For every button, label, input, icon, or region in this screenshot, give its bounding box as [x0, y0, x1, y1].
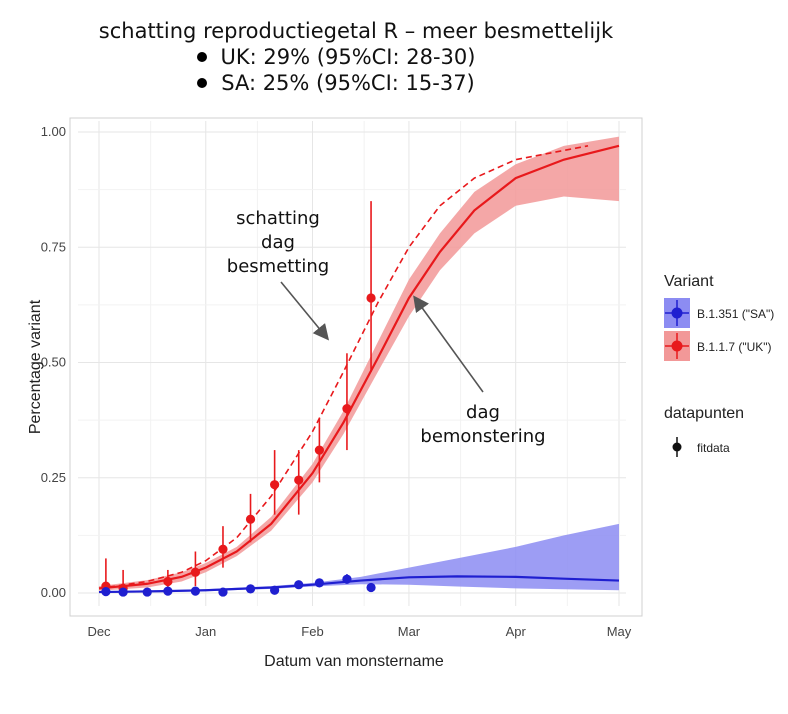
data-points	[101, 201, 376, 597]
bullet-sa: SA: 25% (95%CI: 15-37)	[221, 71, 475, 95]
legend-item-sa: B.1.351 ("SA")	[664, 298, 774, 328]
point-sa	[366, 582, 376, 593]
annotation-sampling-line-2: bemonstering	[420, 426, 545, 447]
point-uk	[294, 475, 304, 485]
chart-title: schatting reproductiegetal R – meer besm…	[98, 19, 614, 43]
point-sa	[245, 584, 256, 594]
legend-label-sa: B.1.351 ("SA")	[697, 307, 774, 321]
y-tick-label: 0.75	[41, 239, 66, 254]
x-axis-label: Datum van monstername	[264, 653, 444, 670]
point-sa	[314, 578, 324, 588]
legend-label-fitdata: fitdata	[697, 441, 730, 455]
x-tick-label: May	[607, 624, 632, 639]
point-uk	[190, 567, 201, 577]
bullet-uk: UK: 29% (95%CI: 28-30)	[220, 45, 476, 69]
point-uk	[366, 293, 376, 303]
legend-item-fitdata: fitdata	[672, 437, 730, 457]
point-uk	[342, 404, 352, 414]
point-uk	[245, 514, 256, 524]
point-sa	[218, 587, 228, 597]
bullet-row-uk: UK: 29% (95%CI: 28-30)	[0, 44, 712, 70]
y-tick-label: 1.00	[41, 124, 66, 139]
point-sa	[342, 574, 352, 584]
band-sa	[99, 523, 619, 593]
line-infection-estimate	[98, 145, 589, 590]
y-tick-label: 0.25	[41, 470, 66, 485]
point-sa	[190, 586, 201, 596]
x-tick-label: Mar	[398, 624, 421, 639]
point-sa	[163, 586, 173, 596]
annotation-infection-line-2: dag	[261, 232, 295, 253]
point-sa	[101, 587, 111, 597]
annotation-sampling: dag bemonstering	[420, 402, 545, 447]
y-tick-label: 0.00	[41, 585, 66, 600]
legend: Variant B.1.351 ("SA") B.1.1.7 ("UK") da…	[664, 273, 774, 457]
x-tick-label: Dec	[87, 624, 111, 639]
arrow-sampling-icon	[413, 295, 484, 393]
legend-data-title: datapunten	[664, 405, 744, 422]
y-axis-label: Percentage variant	[27, 299, 44, 434]
point-sa	[270, 585, 280, 595]
annotation-sampling-line-1: dag	[466, 402, 500, 423]
band-uk	[99, 136, 619, 591]
point-uk	[270, 480, 280, 490]
annotation-infection: schatting dag besmetting	[227, 208, 329, 277]
x-tick-label: Jan	[195, 624, 216, 639]
line-uk	[98, 144, 620, 590]
point-uk	[163, 576, 173, 587]
point-sa	[294, 580, 304, 590]
point-sa	[118, 587, 128, 597]
grid	[78, 121, 626, 606]
legend-variant-title: Variant	[664, 273, 714, 290]
confidence-bands	[99, 136, 619, 593]
legend-label-uk: B.1.1.7 ("UK")	[697, 340, 772, 354]
plot-panel	[69, 117, 643, 617]
legend-item-uk: B.1.1.7 ("UK")	[664, 331, 772, 361]
point-uk	[218, 544, 228, 554]
point-uk	[314, 445, 324, 455]
arrow-infection-icon	[280, 281, 330, 341]
fitdata-dot-icon	[672, 442, 682, 452]
annotation-infection-line-3: besmetting	[227, 256, 329, 277]
fit-lines	[98, 144, 620, 594]
x-tick-label: Apr	[506, 624, 527, 639]
point-sa	[142, 587, 152, 597]
bullet-dot-icon	[197, 78, 208, 88]
y-tick-label: 0.50	[41, 355, 66, 370]
annotation-infection-line-1: schatting	[236, 208, 320, 229]
chart-header: schatting reproductiegetal R – meer besm…	[0, 18, 712, 96]
x-tick-label: Feb	[301, 624, 323, 639]
bullet-row-sa: SA: 25% (95%CI: 15-37)	[0, 70, 712, 96]
bullet-dot-icon	[196, 52, 207, 62]
axis-ticks: Dec Jan Feb Mar Apr May 0.00 0.25 0.50 0.75 1.00	[41, 124, 632, 639]
